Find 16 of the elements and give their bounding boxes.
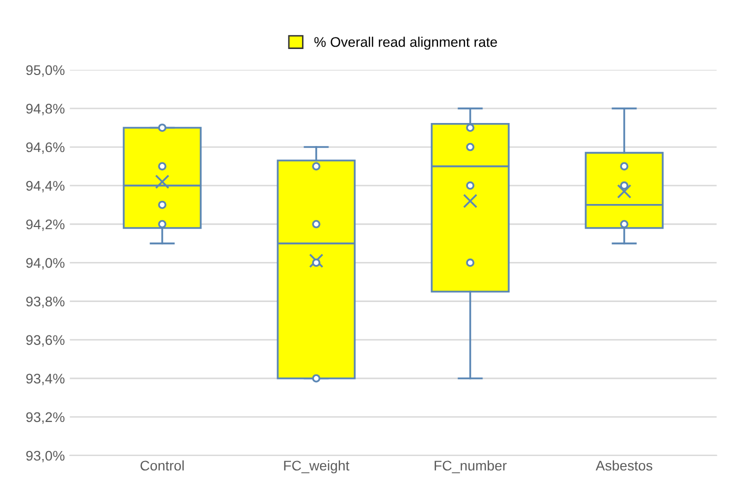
y-tick-label: 93,0% <box>26 450 64 462</box>
y-tick-label: 94,2% <box>26 219 64 231</box>
x-tick-label: FC_number <box>434 460 507 474</box>
y-tick-label: 94,6% <box>26 142 64 154</box>
y-tick-label: 94,0% <box>26 258 64 270</box>
y-tick-label: 93,6% <box>26 335 64 347</box>
legend-label: % Overall read alignment rate <box>314 36 497 50</box>
x-tick-label: Control <box>140 460 184 471</box>
y-tick-label: 93,2% <box>26 412 64 424</box>
x-tick-label: FC_weight <box>284 460 350 474</box>
y-tick-label: 93,8% <box>26 296 64 308</box>
y-tick-label: 94,4% <box>26 180 64 192</box>
y-tick-label: 95,0% <box>26 65 64 77</box>
y-tick-label: 94,8% <box>26 104 64 116</box>
x-tick-label: Asbestos <box>596 460 652 471</box>
y-tick-label: 93,4% <box>26 374 64 386</box>
